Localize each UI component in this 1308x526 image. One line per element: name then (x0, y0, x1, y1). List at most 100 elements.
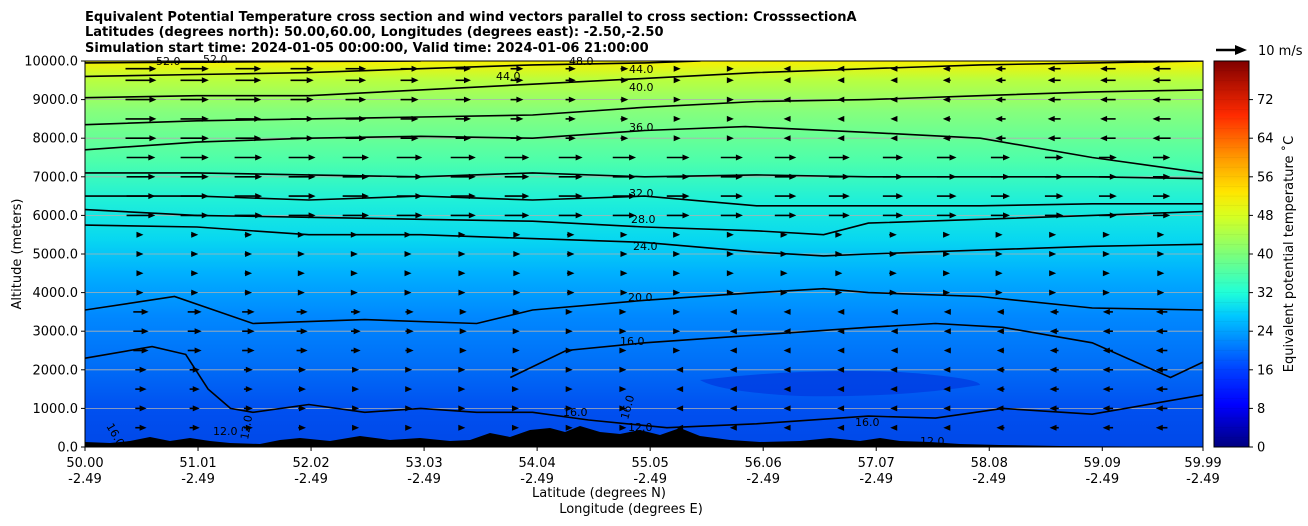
wind-vector-head (1047, 115, 1055, 122)
wind-vector-head (682, 193, 690, 200)
wind-vector-head (254, 96, 262, 103)
wind-vector-head (458, 424, 466, 431)
wind-vector-head (1002, 212, 1010, 219)
wind-vector-head (837, 424, 845, 431)
wind-vector-head (1049, 347, 1057, 354)
wind-vector-head (629, 173, 637, 180)
wind-vector-head (192, 386, 200, 393)
y-tick-label: 3000.0 (33, 325, 79, 340)
wind-vector-head (254, 115, 262, 122)
wind-vector-head (192, 366, 200, 373)
x-tick-label-lon: -2.49 (972, 472, 1006, 487)
wind-vector-head (1056, 173, 1064, 180)
wind-vector-head (254, 77, 262, 84)
wind-vector-head (458, 251, 466, 257)
quiver-key-label: 10 m/s (1258, 44, 1303, 59)
wind-vector-head (995, 289, 1003, 296)
wind-vector-head (404, 251, 412, 257)
wind-vector-head (896, 173, 904, 180)
x-tick-label-lat: 59.99 (1184, 456, 1221, 471)
wind-vector-head (411, 77, 419, 84)
wind-vector-head (783, 366, 791, 373)
wind-vector-head (568, 65, 576, 72)
wind-vector-head (943, 251, 951, 257)
wind-vector-head (1157, 251, 1165, 257)
wind-vector-head (1102, 386, 1110, 393)
wind-vector-head (1056, 193, 1064, 200)
contour-label: 44.0 (629, 63, 654, 76)
wind-vector-head (511, 405, 519, 412)
wind-vector-head (949, 193, 957, 200)
contour-label: 12.0 (213, 425, 238, 438)
colorbar-tick-label: 32 (1257, 286, 1274, 301)
wind-vector-head (353, 308, 361, 315)
wind-vector-head (568, 135, 576, 142)
colorbar: 0 8 16 24 32 40 48 56 64 72 Equivalent potential … (1213, 60, 1297, 456)
wind-vector-head (783, 77, 791, 84)
wind-vector-head (191, 251, 199, 257)
wind-vector-head (1102, 328, 1110, 335)
wind-vector-head (837, 65, 845, 72)
wind-vector-head (943, 270, 951, 277)
x-tick-label-lon: -2.49 (859, 472, 893, 487)
wind-vector-head (359, 96, 367, 103)
x-tick-label-lat: 56.06 (745, 456, 782, 471)
wind-vector-head (1002, 193, 1010, 200)
wind-vector-head (1152, 65, 1160, 72)
wind-vector-head (468, 173, 476, 180)
x-tick-label-lon: -2.49 (1085, 472, 1119, 487)
colorbar-tick-label: 56 (1257, 170, 1274, 185)
wind-vector-head (463, 65, 471, 72)
x-tick-label-lon: -2.49 (181, 472, 215, 487)
wind-vector-head (350, 251, 358, 257)
x-axis-label-lat: Latitude (degrees N) (532, 486, 666, 501)
wind-vector-head (255, 173, 263, 180)
wind-vector-head (780, 231, 788, 238)
wind-vector-head (1100, 65, 1108, 72)
wind-vector-head (1049, 231, 1057, 238)
wind-vector-head (201, 77, 209, 84)
colorbar-tick-label: 64 (1257, 132, 1274, 147)
wind-vector-head (352, 405, 360, 412)
contour-line-44 (85, 61, 701, 78)
wind-vector-head (405, 366, 413, 373)
wind-vector-head (1049, 386, 1057, 393)
x-tick-label-lat: 58.08 (971, 456, 1008, 471)
wind-vector-head (148, 212, 156, 219)
wind-vector-head (255, 154, 263, 161)
wind-vector-head (245, 405, 253, 412)
wind-vector-head (308, 154, 316, 161)
wind-vector-head (1049, 424, 1057, 431)
contour-lines (85, 61, 1203, 429)
wind-vector-head (673, 231, 681, 238)
wind-vector-head (1056, 212, 1064, 219)
cold-pool (700, 371, 980, 397)
wind-vector-head (511, 386, 519, 393)
wind-vector-head (890, 96, 898, 103)
wind-vector-head (404, 231, 412, 238)
wind-vector-head (996, 366, 1004, 373)
wind-vector-head (621, 115, 629, 122)
wind-vector-head (308, 193, 316, 200)
colorbar-ticks: 0 8 16 24 32 40 48 56 64 72 (1249, 93, 1274, 456)
wind-vector-head (139, 386, 147, 393)
wind-vector-head (949, 173, 957, 180)
wind-vector-head (297, 251, 305, 257)
wind-vector-head (1049, 251, 1057, 257)
wind-vector-head (1002, 154, 1010, 161)
y-axis-label: Altitude (meters) (10, 199, 25, 310)
wind-vector-head (468, 193, 476, 200)
wind-vector-head (1102, 289, 1110, 296)
wind-vector-head (350, 231, 358, 238)
wind-vector-head (567, 251, 575, 257)
wind-vector-head (835, 231, 843, 238)
wind-vector-head (619, 366, 627, 373)
wind-vector-head (620, 251, 628, 257)
wind-vector-head (949, 212, 957, 219)
wind-vector-head (1102, 270, 1110, 277)
wind-vector-head (726, 289, 734, 296)
terrain (85, 426, 1203, 447)
wind-vector-head (835, 289, 843, 296)
title-line-3: Simulation start time: 2024-01-05 00:00:… (85, 41, 649, 56)
wind-vector-head (1152, 135, 1160, 142)
